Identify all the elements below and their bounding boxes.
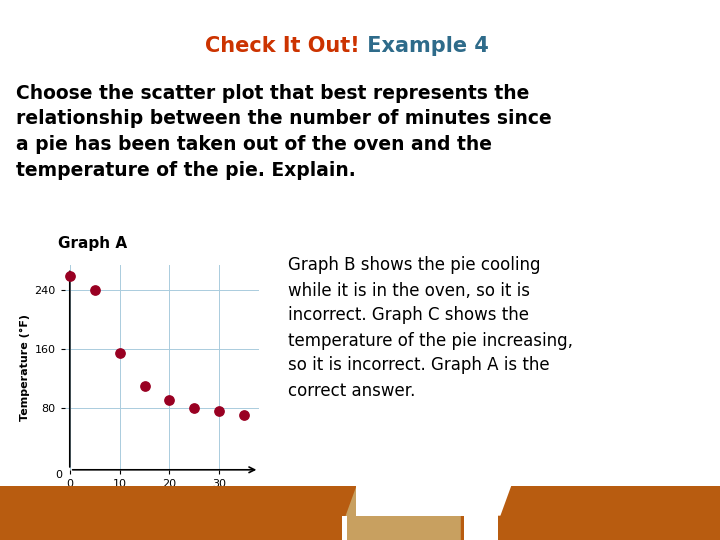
Polygon shape xyxy=(500,486,720,540)
Y-axis label: Temperature (°F): Temperature (°F) xyxy=(20,314,30,421)
Text: 0: 0 xyxy=(55,470,63,480)
Point xyxy=(114,348,125,357)
Text: Check It Out!: Check It Out! xyxy=(205,36,360,56)
Polygon shape xyxy=(464,486,498,540)
Text: Graph B shows the pie cooling
while it is in the oven, so it is
incorrect. Graph: Graph B shows the pie cooling while it i… xyxy=(288,256,573,400)
Text: Choose the scatter plot that best represents the
relationship between the number: Choose the scatter plot that best repres… xyxy=(16,84,552,180)
Polygon shape xyxy=(346,486,461,540)
Point xyxy=(214,407,225,415)
Text: Example 4: Example 4 xyxy=(360,36,489,56)
Text: Graph A: Graph A xyxy=(58,236,127,251)
Point xyxy=(163,396,175,404)
Point xyxy=(64,271,76,280)
Polygon shape xyxy=(0,486,720,540)
X-axis label: Time (min): Time (min) xyxy=(124,495,200,508)
Point xyxy=(139,381,150,390)
Point xyxy=(238,410,250,419)
Polygon shape xyxy=(342,486,480,540)
Point xyxy=(189,403,200,412)
Point xyxy=(89,286,101,295)
